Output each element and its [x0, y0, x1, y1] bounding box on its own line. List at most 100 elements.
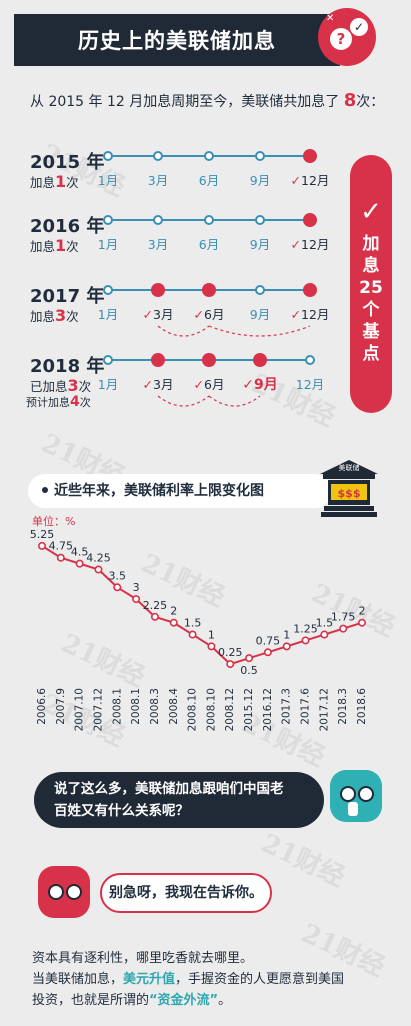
red-character-icon	[38, 866, 90, 918]
timeline-month-label: ✓9月	[242, 377, 278, 393]
total-hike-badge: ✓ 加息 25 个基点	[350, 155, 392, 413]
timeline-hike-count: 加息1次	[30, 172, 79, 191]
paragraph-line-2: 当美联储加息，美元升值，手握资金的人更愿意到美国	[32, 972, 345, 987]
rate-point	[339, 624, 348, 633]
rate-data-label: 2	[170, 605, 177, 618]
x-tick-label: 2008.1	[111, 688, 123, 725]
answer-bubble: 别急呀，我现在告诉你。	[100, 873, 272, 913]
rate-point	[188, 630, 197, 639]
timeline-month-label: 6月	[198, 173, 220, 188]
timeline-month-label: 9月	[249, 237, 271, 252]
timeline-hike-count: 已加息3次	[30, 376, 92, 395]
timeline-dot-none	[255, 215, 265, 225]
timeline-month-label: ✓12月	[290, 307, 330, 322]
timeline-month-label: 1月	[97, 173, 119, 188]
rate-point	[37, 541, 46, 550]
bank-label: 美联储	[339, 463, 360, 472]
x-tick-label: 2007.10	[74, 688, 86, 731]
rate-point	[301, 636, 310, 645]
rate-data-label: 0.5	[240, 664, 258, 677]
timeline-month-label: 3月	[147, 237, 169, 252]
timeline-year: 2015 年	[30, 152, 105, 173]
timeline-connector	[157, 395, 210, 407]
timeline-dot-none	[204, 151, 214, 161]
x-tick-label: 2006.6	[36, 688, 48, 725]
x-tick-label: 2007.9	[55, 688, 67, 725]
x-tick-label: 2008.10	[205, 688, 217, 731]
timeline-connector	[208, 325, 311, 337]
rate-data-label: 1.5	[316, 617, 334, 630]
question-line-2: 百姓又有什么关系呢？	[54, 803, 189, 819]
paragraph-line-1: 资本具有逐利性，哪里吃香就去哪里。	[32, 951, 254, 966]
rate-data-label: 1	[283, 628, 290, 641]
timeline-year: 2018 年	[30, 356, 105, 377]
x-tick-label: 2015.12	[243, 688, 255, 731]
x-tick-label: 2018.3	[337, 688, 349, 725]
rate-data-label: 3	[133, 581, 140, 594]
timeline-expected-count: 预计加息4次	[26, 394, 91, 410]
x-tick-label: 2008.3	[149, 688, 161, 725]
rate-data-label: 1.25	[293, 622, 318, 635]
intro-text: 从 2015 年 12 月加息周期至今，美联储共加息了 8次：	[30, 90, 385, 111]
rate-point	[150, 612, 159, 621]
rate-point	[56, 553, 65, 562]
rate-point	[75, 559, 84, 568]
timeline-hike-count: 加息1次	[30, 236, 79, 255]
x-tick-label: 2008.12	[224, 688, 236, 731]
x-tick-label: 2017.3	[281, 688, 293, 725]
timeline-month-label: ✓3月	[142, 307, 174, 322]
rate-data-label: 4.25	[86, 552, 111, 565]
timeline-dot-hit	[151, 353, 165, 367]
timeline-dot-hit	[151, 283, 165, 297]
rate-data-label: 5.25	[30, 528, 55, 541]
rate-data-label: 2	[359, 605, 366, 618]
timeline-dot-hit	[303, 213, 317, 227]
timeline-dot-none	[153, 151, 163, 161]
rate-point	[94, 565, 103, 574]
timeline-year: 2016 年	[30, 216, 105, 237]
rate-data-label: 4.5	[71, 546, 89, 559]
timeline-dot-hit	[202, 283, 216, 297]
timeline-dot-none	[255, 151, 265, 161]
x-tick-label: 2016.12	[262, 688, 274, 731]
chart-heading: 近些年来，美联储利率上限变化图	[28, 474, 332, 508]
rate-point	[132, 595, 141, 604]
rate-point	[357, 618, 366, 627]
page-title: 历史上的美联储加息	[14, 14, 340, 66]
timeline-dot-hit	[303, 149, 317, 163]
timeline-month-label: 1月	[97, 237, 119, 252]
timeline-month-label: ✓3月	[142, 377, 174, 392]
total-badge-char: 加	[362, 234, 380, 254]
timeline-month-label: 3月	[147, 173, 169, 188]
x-tick-label: 2018.6	[356, 688, 368, 725]
rate-line-chart: 5.25 2006.6 4.75 2007.9 4.5 2007.10 4.25 2007.1…	[30, 528, 368, 732]
bank-money: $$$	[338, 487, 361, 500]
timeline-dot-none	[103, 285, 113, 295]
timeline-month-label: ✓6月	[193, 377, 225, 392]
timeline-dot-hit	[202, 353, 216, 367]
rate-point	[282, 642, 291, 651]
timeline-month-label: ✓6月	[193, 307, 225, 322]
timeline-month-label: 6月	[198, 237, 220, 252]
rate-data-label: 3.5	[109, 569, 127, 582]
timeline-month-label: 1月	[97, 307, 119, 322]
question-bubble: 说了这么多，美联储加息跟咱们中国老 百姓又有什么关系呢？	[34, 772, 324, 828]
rate-data-label: 1.5	[184, 617, 202, 630]
rate-point	[207, 642, 216, 651]
x-tick-label: 2007.12	[92, 688, 104, 731]
question-badge-icon: ✕? ✓	[318, 8, 376, 66]
check-icon: ✓	[360, 197, 382, 227]
timeline-hike-count: 加息3次	[30, 306, 79, 325]
timeline-dot-none	[305, 355, 315, 365]
x-tick-label: 2017.12	[318, 688, 330, 731]
total-badge-char: 点	[362, 344, 380, 364]
timeline-dot-hit	[303, 283, 317, 297]
total-badge-char: 个	[362, 300, 380, 320]
rate-data-label: 1.75	[331, 611, 356, 624]
rate-point	[226, 660, 235, 669]
x-tick-label: 2008.1	[130, 688, 142, 725]
timeline-dot-none	[204, 215, 214, 225]
timeline-month-label: 9月	[249, 307, 271, 322]
watermark: 21财经	[256, 828, 350, 893]
rate-point	[263, 648, 272, 657]
